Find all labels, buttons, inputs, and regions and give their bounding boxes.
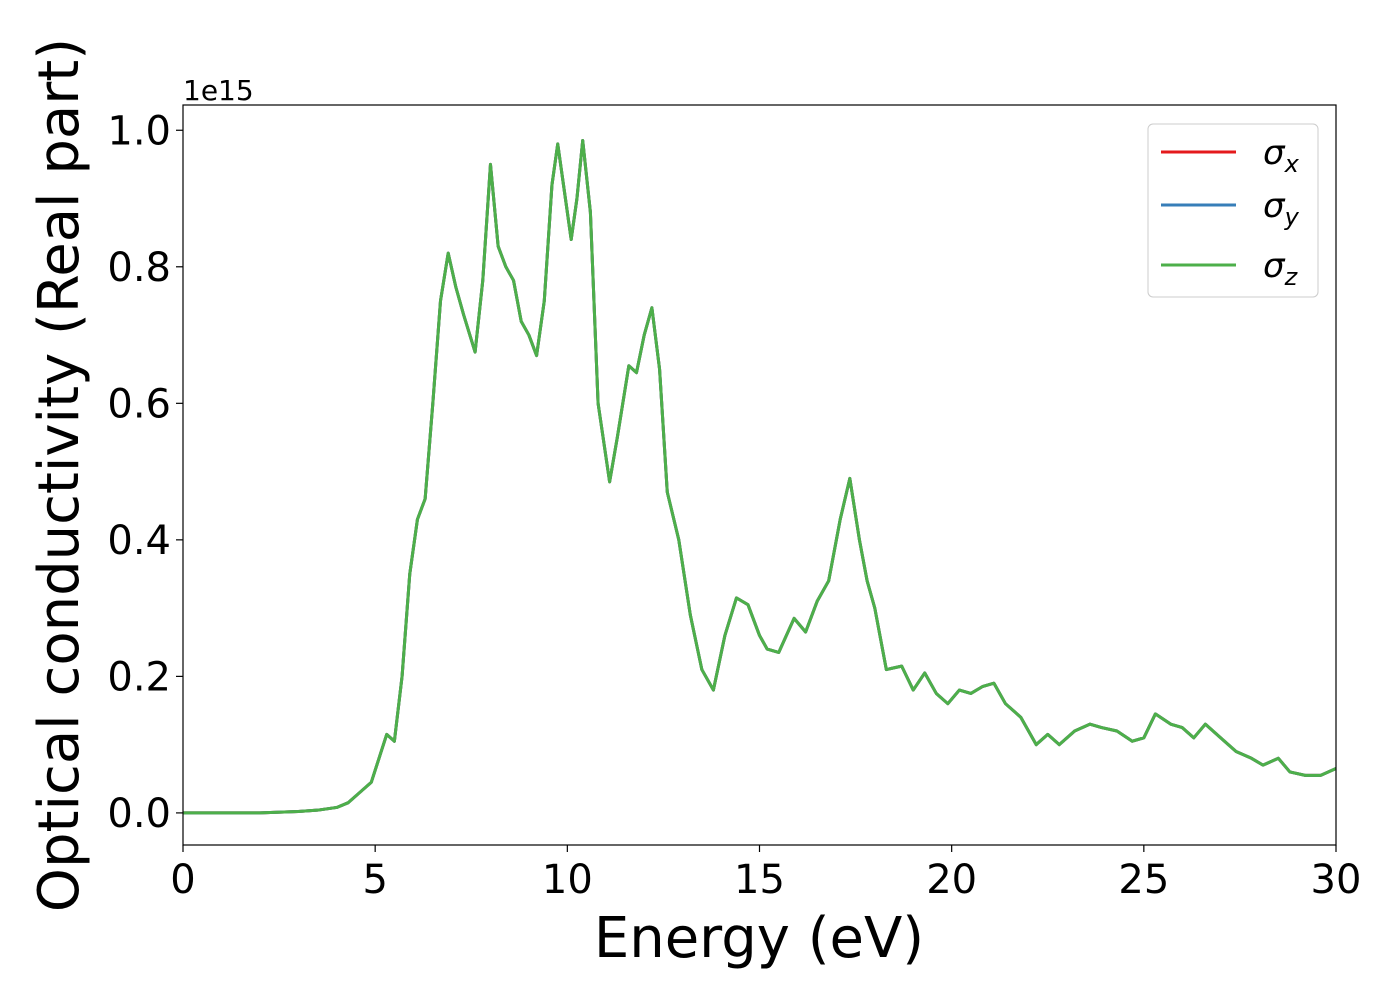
legend-box bbox=[1147, 123, 1319, 298]
x-tick-label: 10 bbox=[542, 857, 593, 903]
x-tick-label: 25 bbox=[1118, 857, 1169, 903]
y-tick-label: 0.0 bbox=[107, 791, 171, 837]
y-axis-label: Optical conductivity (Real part) bbox=[27, 38, 92, 912]
x-tick-label: 20 bbox=[926, 857, 977, 903]
legend-label: σz bbox=[1263, 246, 1299, 291]
y-tick-label: 0.4 bbox=[107, 518, 171, 564]
legend-label: σx bbox=[1263, 133, 1300, 178]
legend-label: σy bbox=[1263, 186, 1300, 231]
y-tick-label: 0.2 bbox=[107, 654, 171, 700]
x-tick-label: 5 bbox=[362, 857, 387, 903]
x-tick-label: 0 bbox=[170, 857, 195, 903]
plot-frame bbox=[182, 104, 1337, 846]
x-tick-label: 30 bbox=[1311, 857, 1362, 903]
y-tick-label: 1.0 bbox=[107, 108, 171, 154]
y-tick-label: 0.6 bbox=[107, 381, 171, 427]
x-axis-label: Energy (eV) bbox=[594, 906, 924, 971]
y-tick-label: 0.8 bbox=[107, 245, 171, 291]
series-line bbox=[183, 139, 1337, 815]
y-offset-label: 1e15 bbox=[183, 74, 254, 107]
x-tick-label: 15 bbox=[734, 857, 785, 903]
